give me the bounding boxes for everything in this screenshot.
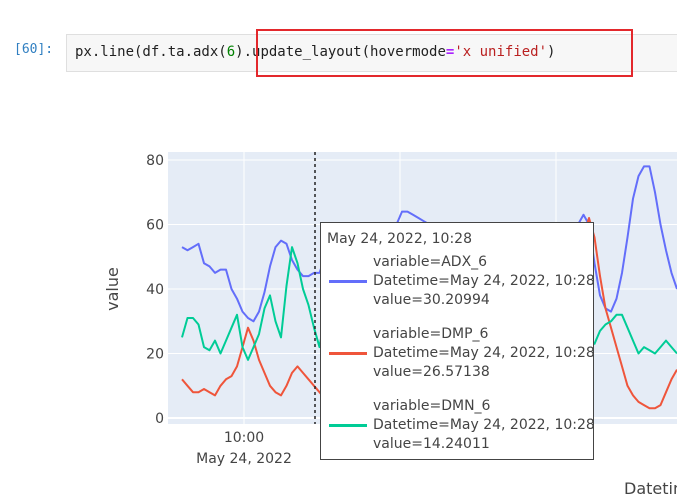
legend-swatch-adx (329, 280, 367, 283)
code-part-3: ) (547, 44, 556, 60)
cell-prompt: [60]: (14, 42, 54, 57)
code-part-2: ).update_layout(hovermode (235, 44, 446, 60)
hover-tooltip: May 24, 2022, 10:28 variable=ADX_6 Datet… (320, 222, 595, 460)
code-string: 'x unified' (454, 44, 548, 60)
hover-value: value=26.57138 (373, 364, 490, 380)
y-tick-label: 40 (146, 282, 164, 298)
x-axis-title: Datetim (624, 479, 677, 494)
x-tick-date-label: May 24, 2022 (196, 451, 292, 467)
hover-variable: variable=DMN_6 (373, 398, 491, 414)
hover-value: value=30.20994 (373, 292, 490, 308)
legend-swatch-dmn (329, 424, 367, 427)
y-tick-label: 0 (155, 411, 164, 427)
hover-variable: variable=DMP_6 (373, 326, 489, 342)
code-part-1: px.line(df.ta.adx( (75, 44, 227, 60)
hover-datetime: Datetime=May 24, 2022, 10:28 (373, 417, 595, 433)
legend-swatch-dmp (329, 352, 367, 355)
y-tick-label: 80 (146, 153, 164, 169)
hover-value: value=14.24011 (373, 436, 490, 452)
hover-datetime: Datetime=May 24, 2022, 10:28 (373, 273, 595, 289)
code-operator: = (445, 44, 455, 60)
x-tick-label: 10:00 (224, 430, 264, 446)
hover-variable: variable=ADX_6 (373, 254, 488, 270)
y-tick-label: 20 (146, 347, 164, 363)
tick-labels: 0 20 40 60 80 10:00 May 24, 2022 (146, 153, 292, 467)
code-number: 6 (226, 44, 236, 60)
y-axis-title: value (103, 267, 122, 311)
y-tick-label: 60 (146, 218, 164, 234)
code-input[interactable]: px.line(df.ta.adx(6).update_layout(hover… (66, 34, 677, 72)
hover-datetime: Datetime=May 24, 2022, 10:28 (373, 345, 595, 361)
hover-title: May 24, 2022, 10:28 (327, 231, 472, 247)
